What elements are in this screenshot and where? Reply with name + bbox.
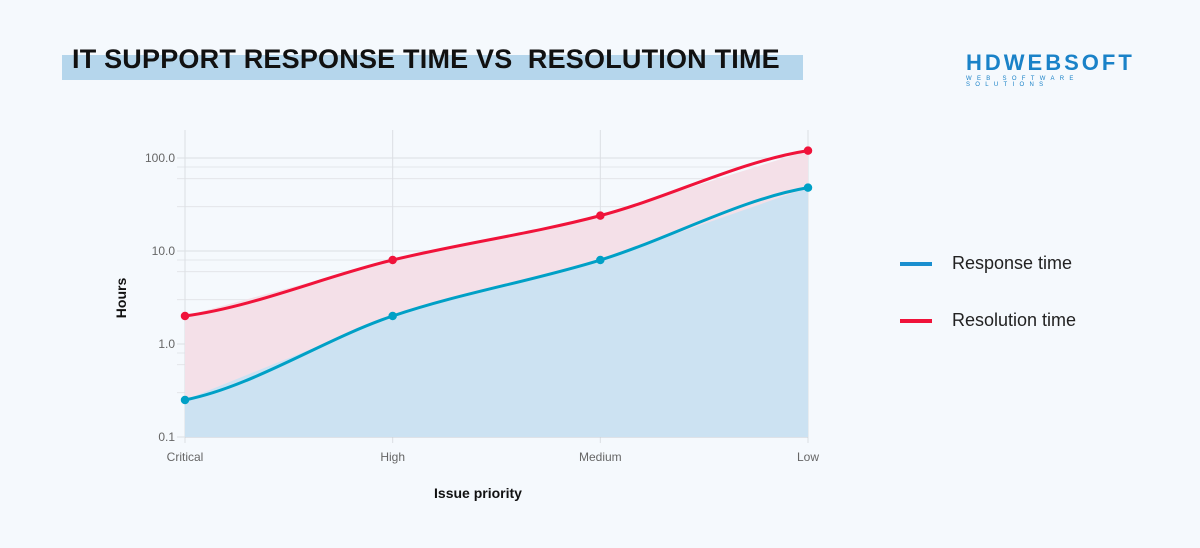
x-axis-label: Issue priority [434,485,522,501]
data-point[interactable] [388,255,397,265]
legend-swatch [900,318,932,323]
data-point[interactable] [803,146,813,155]
legend-label: Resolution time [952,310,1077,330]
legend-item-response[interactable]: Response time [900,235,1076,292]
title-highlight [62,55,803,80]
legend-swatch [900,261,932,266]
title-block: IT SUPPORT RESPONSE TIME VS RESOLUTION T… [62,44,803,80]
line-resolution [184,149,809,318]
x-tick-label: Critical [167,450,204,464]
x-tick-label: Low [797,450,819,464]
data-point[interactable] [180,395,190,405]
logo-main-text: HDWEBSOFT [966,50,1135,75]
x-tick-label: High [380,450,405,464]
data-point[interactable] [388,311,397,321]
data-point[interactable] [803,183,813,192]
area-response [185,187,808,437]
x-tick-label: Medium [579,450,622,464]
y-tick-label: 1.0 [158,337,175,351]
chart-title: IT SUPPORT RESPONSE TIME VS RESOLUTION T… [72,44,780,74]
line-response [184,186,809,402]
y-tick-label: 100.0 [145,151,175,165]
y-tick-label: 10.0 [152,244,176,258]
y-axis-label: Hours [113,278,129,319]
hdwebsoft-logo: HDWEBSOFT WEB SOFTWARE SOLUTIONS [966,50,1138,88]
logo-sub-text: WEB SOFTWARE SOLUTIONS [966,76,1079,88]
legend: Response time Resolution time [900,235,1076,349]
data-point[interactable] [180,311,190,321]
legend-item-resolution[interactable]: Resolution time [900,292,1076,349]
legend-label: Response time [952,253,1073,273]
data-point[interactable] [596,211,605,220]
y-tick-label: 0.1 [158,430,175,444]
data-point[interactable] [596,255,605,265]
